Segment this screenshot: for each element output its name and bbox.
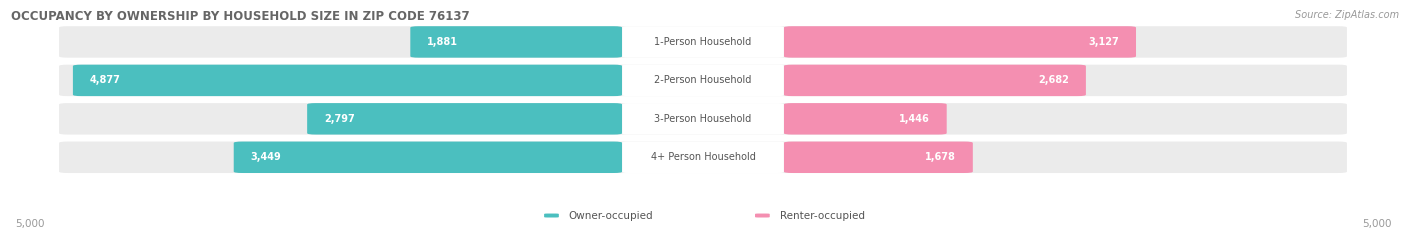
FancyBboxPatch shape <box>785 103 946 135</box>
FancyBboxPatch shape <box>73 65 621 96</box>
FancyBboxPatch shape <box>785 65 1085 96</box>
FancyBboxPatch shape <box>621 26 785 58</box>
FancyBboxPatch shape <box>755 213 769 218</box>
Text: OCCUPANCY BY OWNERSHIP BY HOUSEHOLD SIZE IN ZIP CODE 76137: OCCUPANCY BY OWNERSHIP BY HOUSEHOLD SIZE… <box>11 10 470 24</box>
FancyBboxPatch shape <box>233 142 621 173</box>
Text: 2,797: 2,797 <box>323 114 354 124</box>
FancyBboxPatch shape <box>544 213 558 218</box>
Text: 5,000: 5,000 <box>15 219 44 229</box>
Text: 3-Person Household: 3-Person Household <box>654 114 752 124</box>
Text: 3,127: 3,127 <box>1088 37 1119 47</box>
Text: 4,877: 4,877 <box>90 75 121 85</box>
FancyBboxPatch shape <box>621 103 785 135</box>
FancyBboxPatch shape <box>621 142 785 173</box>
Text: 3,449: 3,449 <box>250 152 281 162</box>
Text: 1,446: 1,446 <box>898 114 929 124</box>
FancyBboxPatch shape <box>59 26 1347 58</box>
FancyBboxPatch shape <box>59 142 1347 173</box>
Text: 1,678: 1,678 <box>925 152 956 162</box>
Text: 5,000: 5,000 <box>1362 219 1391 229</box>
Text: 2,682: 2,682 <box>1038 75 1069 85</box>
FancyBboxPatch shape <box>785 142 973 173</box>
FancyBboxPatch shape <box>307 103 621 135</box>
Text: Source: ZipAtlas.com: Source: ZipAtlas.com <box>1295 10 1399 21</box>
FancyBboxPatch shape <box>785 26 1136 58</box>
Text: 4+ Person Household: 4+ Person Household <box>651 152 755 162</box>
FancyBboxPatch shape <box>621 65 785 96</box>
Text: Owner-occupied: Owner-occupied <box>568 211 654 220</box>
Text: 2-Person Household: 2-Person Household <box>654 75 752 85</box>
Text: Renter-occupied: Renter-occupied <box>779 211 865 220</box>
FancyBboxPatch shape <box>59 65 1347 96</box>
Text: 1,881: 1,881 <box>427 37 458 47</box>
FancyBboxPatch shape <box>411 26 621 58</box>
FancyBboxPatch shape <box>59 103 1347 135</box>
Text: 1-Person Household: 1-Person Household <box>654 37 752 47</box>
